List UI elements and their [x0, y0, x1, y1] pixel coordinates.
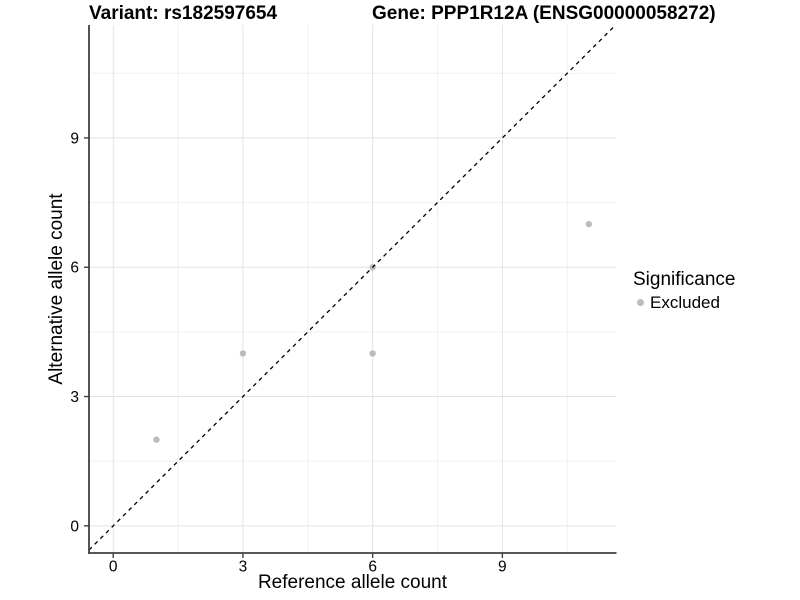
legend-title: Significance: [633, 269, 736, 290]
legend-point-icon: [637, 299, 644, 306]
data-point: [239, 350, 247, 357]
x-tick-label: 0: [109, 559, 118, 576]
plot-title-variant: Variant: rs182597654: [89, 3, 278, 24]
plot-title-gene: Gene: PPP1R12A (ENSG00000058272): [372, 3, 716, 24]
data-point: [585, 220, 593, 228]
data-point: [369, 350, 376, 357]
y-tick-label: 3: [70, 389, 79, 406]
legend-item-label: Excluded: [650, 293, 720, 312]
x-axis-title: Reference allele count: [257, 572, 448, 593]
x-tick-label: 3: [239, 559, 248, 576]
identity-reference-line: [88, 24, 617, 551]
legend: Significance Excluded: [630, 269, 735, 312]
x-tick-label: 6: [368, 559, 377, 576]
y-tick-label: 6: [70, 260, 79, 277]
data-point: [153, 436, 160, 443]
y-tick-label: 9: [70, 130, 79, 147]
x-tick-label: 9: [498, 559, 507, 576]
y-tick-label: 0: [70, 518, 79, 535]
legend-item-excluded: Excluded: [630, 293, 735, 312]
y-axis-title: Alternative allele count: [46, 193, 67, 385]
